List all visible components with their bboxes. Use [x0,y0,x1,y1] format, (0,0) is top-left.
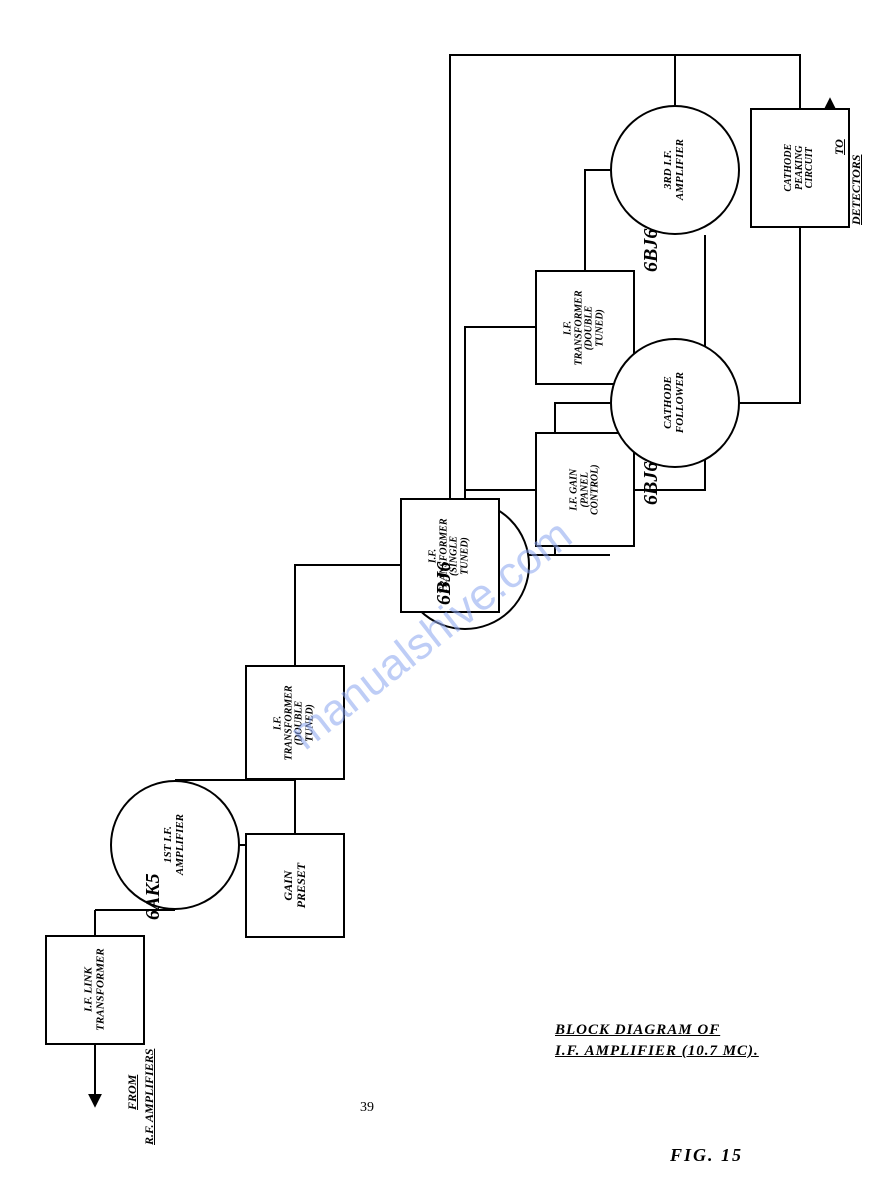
node-amp-3: 3RD I.F. AMPLIFIER [610,105,740,235]
node-if-gain-ctrl-label: I.F. GAIN (PANEL CONTROL) [569,464,601,515]
io-to-label: TO [832,139,847,155]
node-if-link-xfmr-label: I.F. LINK TRANSFORMER [83,949,106,1032]
node-cathode-peak: CATHODE PEAKING CIRCUIT [750,108,850,228]
node-if-link-xfmr: I.F. LINK TRANSFORMER [45,935,145,1045]
node-amp-1-label: 1ST I.F. AMPLIFIER [163,814,186,875]
node-cathode-foll-label: CATHODE FOLLOWER [663,372,686,433]
tube-label-6bj6-cf: 6BJ6 [640,462,663,505]
io-from-label: FROM [125,1075,140,1110]
tube-label-6bj6-3: 6BJ6 [640,229,663,272]
caption-line-1: BLOCK DIAGRAM OF [555,1020,759,1041]
io-from-line1: FROM [125,1075,139,1110]
tube-label-6ak5: 6AK5 [142,873,165,920]
node-xfmr-1: I.F. TRANSFORMER (DOUBLE TUNED) [245,665,345,780]
node-if-gain-ctrl: I.F. GAIN (PANEL CONTROL) [535,432,635,547]
node-gain-preset-label: GAIN PRESET [282,863,307,908]
io-to-line2: DETECTORS [849,155,863,225]
caption: BLOCK DIAGRAM OF I.F. AMPLIFIER (10.7 MC… [555,1020,759,1062]
node-cathode-foll: CATHODE FOLLOWER [610,338,740,468]
node-amp-3-label: 3RD I.F. AMPLIFIER [663,139,686,200]
io-to-label2: DETECTORS [849,155,864,225]
caption-line-2: I.F. AMPLIFIER (10.7 MC). [555,1041,759,1062]
node-gain-preset: GAIN PRESET [245,833,345,938]
figure-label: FIG. 15 [670,1145,743,1166]
node-xfmr-1-label: I.F. TRANSFORMER (DOUBLE TUNED) [274,685,316,760]
node-xfmr-2-label: I.F. TRANSFORMER (DOUBLE TUNED) [564,290,606,365]
node-amp-1: 1ST I.F. AMPLIFIER [110,780,240,910]
io-from-label2: R.F. AMPLIFIERS [142,1049,157,1145]
io-from-line2: R.F. AMPLIFIERS [142,1049,156,1145]
page-number: 39 [360,1100,374,1116]
io-to-line1: TO [832,139,846,155]
node-cathode-peak-label: CATHODE PEAKING CIRCUIT [784,144,816,192]
tube-label-6bj6-2: 6BJ6 [433,562,456,605]
diagram-stage: I.F. LINK TRANSFORMER 1ST I.F. AMPLIFIER… [0,0,880,1191]
